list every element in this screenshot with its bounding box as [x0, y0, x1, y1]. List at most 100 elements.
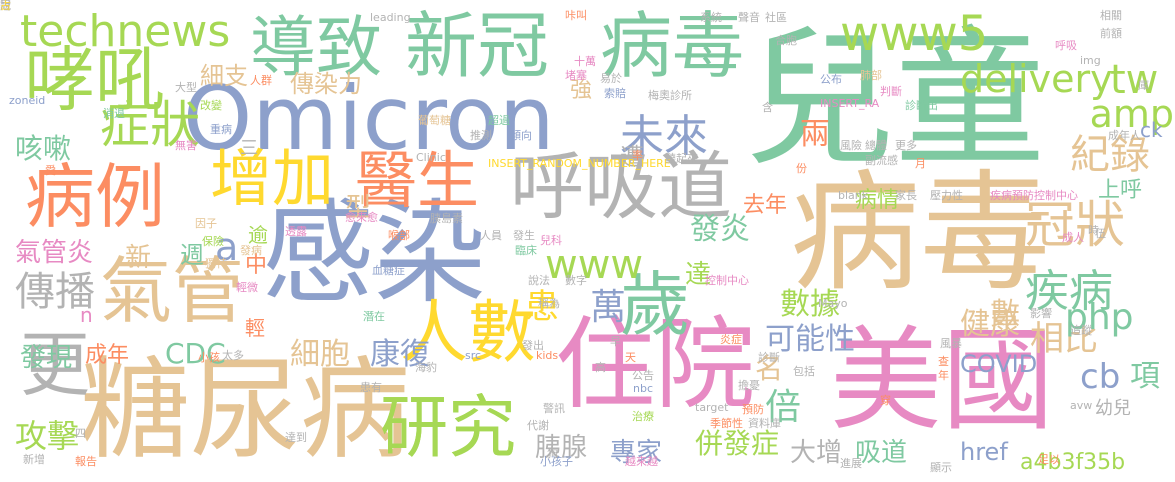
cloud-word: 季節性	[710, 418, 743, 429]
cloud-word: 天	[625, 352, 636, 363]
cloud-word: 早	[610, 336, 621, 347]
cloud-word: 血糖症	[372, 265, 405, 276]
cloud-word: 小孩	[198, 352, 220, 363]
cloud-word: 治療	[632, 411, 654, 422]
cloud-word: 愈來愈	[345, 212, 378, 223]
cloud-word: 保險	[202, 236, 224, 247]
cloud-word: 占	[0, 0, 11, 11]
cloud-word: 糖尿病	[80, 355, 410, 465]
cloud-word: 透露	[285, 226, 307, 237]
cloud-word: 輕微	[236, 282, 258, 293]
cloud-word: 庫	[1138, 80, 1149, 91]
cloud-word: 人員	[480, 230, 502, 241]
cloud-word: 咳嗽	[15, 135, 71, 163]
cloud-word: 率	[632, 150, 643, 161]
cloud-word: 研究	[380, 395, 516, 463]
cloud-word: 梅奧診所	[648, 90, 692, 101]
cloud-word: cb	[1080, 360, 1120, 394]
cloud-word: 顯示	[930, 462, 952, 473]
cloud-word: 四	[75, 428, 86, 439]
cloud-word: 包括	[793, 366, 815, 377]
cloud-word: 索賠	[604, 88, 626, 99]
cloud-word: 報告	[75, 456, 97, 467]
cloud-word: 份	[796, 163, 807, 174]
cloud-word: 新冠	[405, 10, 549, 82]
cloud-word: target	[695, 402, 728, 413]
cloud-word: 去年	[743, 195, 787, 217]
cloud-word: 喉部	[388, 230, 410, 241]
cloud-word: 無害	[175, 140, 197, 151]
cloud-word: 風險	[840, 140, 862, 151]
cloud-word: 臨床	[515, 245, 537, 256]
cloud-word: 警訊	[543, 403, 565, 414]
cloud-word: blank	[838, 190, 868, 201]
cloud-word: 壓力性	[930, 190, 963, 201]
cloud-word: 大增	[790, 440, 842, 466]
cloud-word: n	[80, 305, 93, 325]
cloud-word: 系統	[700, 12, 722, 23]
cloud-word: 前額	[1100, 28, 1122, 39]
cloud-word: 含	[762, 102, 773, 113]
cloud-word: 易於	[600, 73, 622, 84]
cloud-word: 獨特	[205, 258, 227, 269]
cloud-word: 聽起來	[665, 153, 698, 164]
cloud-word: 時	[1088, 225, 1099, 236]
cloud-word: 判斷	[880, 86, 902, 97]
cloud-word: 增加	[210, 148, 334, 210]
cloud-word: 數	[990, 300, 1020, 330]
cloud-word: 強	[570, 80, 592, 102]
cloud-word: 發生	[513, 230, 535, 241]
cloud-word: kids	[536, 350, 558, 361]
cloud-word: 查	[938, 356, 949, 367]
cloud-word: 兩	[800, 120, 830, 150]
cloud-word: 肺部	[860, 70, 882, 81]
cloud-word: zoneid	[9, 95, 45, 106]
cloud-word: 萬	[590, 290, 626, 326]
cloud-word: 葡萄糖	[418, 115, 451, 126]
cloud-word: 說法	[528, 275, 550, 286]
cloud-word: src	[465, 350, 481, 361]
cloud-word: 項	[1130, 362, 1160, 392]
cloud-word: 人群	[250, 75, 272, 86]
cloud-word: 愛	[45, 165, 56, 176]
cloud-word: avw	[1070, 400, 1092, 411]
cloud-word: INSERT_RA	[820, 98, 879, 109]
cloud-word: href	[960, 440, 1008, 464]
cloud-word: 發病	[240, 245, 262, 256]
cloud-word: 細胞	[290, 340, 350, 370]
cloud-word: 因子	[195, 218, 217, 229]
cloud-word: www	[545, 245, 643, 285]
cloud-word: 吸道	[855, 440, 907, 466]
cloud-word: 三	[240, 140, 258, 158]
cloud-word: 診斷	[758, 352, 780, 363]
cloud-word: 胰島素	[430, 213, 463, 224]
cloud-word: 氣管炎	[15, 240, 93, 266]
cloud-word: 月	[915, 158, 926, 169]
cloud-word: 兒科	[540, 235, 562, 246]
cloud-word: 改變	[200, 100, 222, 111]
cloud-word: 咔叫	[565, 10, 587, 21]
cloud-word: 達到	[285, 432, 307, 443]
cloud-word: 攻擊	[15, 420, 79, 452]
cloud-word: 診斷出	[905, 100, 938, 111]
cloud-word: Clinic	[416, 152, 446, 163]
cloud-word: 週	[180, 243, 204, 267]
cloud-word: ck	[1140, 120, 1163, 140]
cloud-word: 擔憂	[738, 380, 760, 391]
cloud-word: 新	[125, 245, 151, 271]
cloud-word: 合胞	[775, 35, 797, 46]
cloud-word: 穿	[880, 395, 891, 406]
cloud-word: 數字	[565, 275, 587, 286]
cloud-word: 病毒	[790, 168, 1050, 298]
cloud-word: 太多	[222, 350, 244, 361]
cloud-word: 上呼	[1098, 180, 1142, 202]
cloud-word: technews	[20, 10, 230, 54]
cloud-word: 發現	[20, 345, 72, 371]
cloud-word: 重病	[210, 124, 232, 135]
cloud-word: 追蹤	[1070, 325, 1092, 336]
cloud-word: COVID	[960, 352, 1037, 376]
cloud-word: leading	[370, 12, 411, 23]
cloud-word: 炎症	[720, 334, 742, 345]
cloud-word: INSERT_RANDOM_NUMBER_HERE	[488, 158, 671, 169]
cloud-word: 推測	[470, 130, 492, 141]
